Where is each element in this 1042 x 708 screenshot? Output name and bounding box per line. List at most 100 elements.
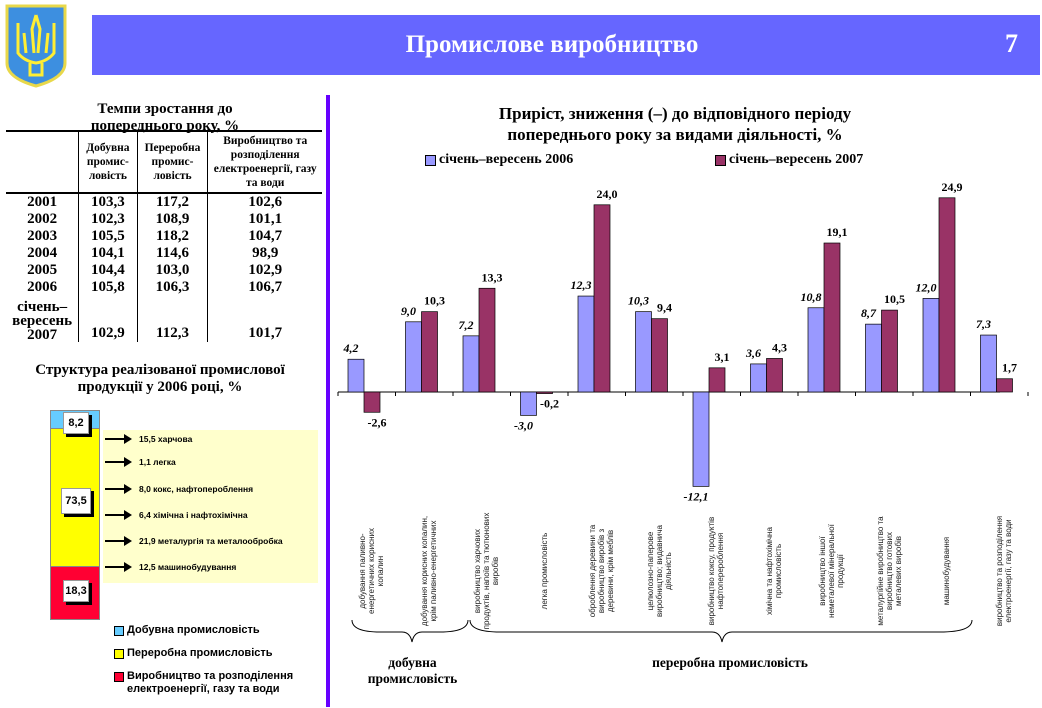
arrow-icon xyxy=(105,510,132,520)
category-label: виробництво та розподілення електроенерг… xyxy=(994,515,1013,627)
bar-2006 xyxy=(692,391,710,487)
bar-2006 xyxy=(462,335,480,393)
breakdown-item: 21,9 металургія та металообробка xyxy=(105,536,283,546)
table-row: 2006 105,8 106,3 106,7 xyxy=(6,279,322,296)
data-label: 19,1 xyxy=(827,225,848,239)
data-label: 24,9 xyxy=(942,180,963,194)
bar-2007 xyxy=(478,287,496,393)
data-label: -12,1 xyxy=(684,489,709,503)
data-label: 7,3 xyxy=(976,317,991,331)
table-cell: 2004 xyxy=(27,245,58,261)
table-cell: 106,3 xyxy=(136,279,208,296)
data-label: 8,7 xyxy=(861,306,877,320)
bar-2007 xyxy=(881,309,898,393)
category-label: виробництво іншої неметалевої мінерально… xyxy=(817,524,845,618)
table-cell: 112,3 xyxy=(136,296,208,342)
data-label: -2,6 xyxy=(368,415,387,429)
breakdown-item: 8,0 кокс, нафтопероблення xyxy=(105,484,253,494)
bar-2006 xyxy=(405,321,422,393)
page-number: 7 xyxy=(1005,29,1018,58)
column-header xyxy=(6,131,79,194)
table-cell: 104,1 xyxy=(78,245,138,262)
table-cell: 102,6 xyxy=(207,193,322,211)
category-label: машинобудування xyxy=(941,536,951,606)
legend-label: Переробна промисловість xyxy=(127,647,273,659)
category-label: хімічна та нафтохімічна промисловість xyxy=(764,527,783,615)
table-cell: 98,9 xyxy=(207,245,322,262)
legend-swatch xyxy=(114,672,124,682)
bar-2007 xyxy=(593,204,611,393)
arrow-icon xyxy=(105,484,132,494)
legend-label: січень–вересень 2007 xyxy=(729,152,864,167)
structure-title: Структура реалізованої промислової проду… xyxy=(35,362,285,395)
category-label: добування паливно-енергетичних корисних … xyxy=(357,528,385,614)
data-label: 10,3 xyxy=(628,294,649,308)
table-cell: 105,5 xyxy=(78,228,138,245)
legend-swatch xyxy=(114,649,124,659)
bar-2007 xyxy=(823,242,841,393)
data-label: 9,0 xyxy=(401,304,416,318)
table-cell: січень–вересень 2007 xyxy=(12,299,73,343)
category-label: добування корисних копалин, крім паливно… xyxy=(419,515,438,627)
data-label: 10,3 xyxy=(424,294,445,308)
table-cell: 102,9 xyxy=(78,296,138,342)
table-cell: 108,9 xyxy=(136,211,208,228)
group-label-processing: переробна промисловість xyxy=(652,655,808,670)
table-cell: 2006 xyxy=(27,279,58,295)
bar-2007 xyxy=(421,311,438,393)
table-row: 2004 104,1 114,6 98,9 xyxy=(6,245,322,262)
data-label: 3,1 xyxy=(715,350,730,364)
breakdown-label: 12,5 машинобудування xyxy=(139,562,237,572)
arrow-icon xyxy=(105,562,132,572)
bar-2006 xyxy=(865,323,882,393)
category-label: виробництво харчових продуктів, напоїв т… xyxy=(472,512,500,630)
bar-2006 xyxy=(750,363,767,393)
table-cell: 103,0 xyxy=(136,262,208,279)
bar-2006 xyxy=(520,391,537,416)
segment-value: 18,3 xyxy=(63,580,89,602)
category-label: оброблення деревини та виробництво вироб… xyxy=(587,524,615,618)
table-cell: 104,7 xyxy=(207,228,322,245)
table-cell: 2001 xyxy=(27,194,58,210)
table-row: 2002 102,3 108,9 101,1 xyxy=(6,211,322,228)
data-label: 12,0 xyxy=(916,280,937,294)
breakdown-label: 21,9 металургія та металообробка xyxy=(139,536,283,546)
data-label: 24,0 xyxy=(597,187,618,201)
bar-2007 xyxy=(536,391,553,394)
table-cell: 102,9 xyxy=(207,262,322,279)
legend-label: Виробництво та розподілення електроенерг… xyxy=(127,670,294,695)
category-label: легка промисловість xyxy=(539,532,548,610)
legend-label: Добувна промисловість xyxy=(127,624,260,636)
bar-2006 xyxy=(807,307,825,393)
table-cell: 102,3 xyxy=(78,211,138,228)
bar-2006 xyxy=(577,295,595,393)
breakdown-item: 15,5 харчова xyxy=(105,434,192,444)
category-label: целюлозно-паперове виробництво; видавнич… xyxy=(645,525,672,617)
bar-2006 xyxy=(635,311,652,393)
legend-item: Виробництво та розподілення електроенерг… xyxy=(114,670,307,696)
breakdown-label: 1,1 легка xyxy=(139,457,176,467)
data-label: 1,7 xyxy=(1002,361,1017,375)
bar-2007 xyxy=(996,378,1013,393)
ukraine-coat-of-arms-icon xyxy=(5,4,67,88)
table-cell: 103,3 xyxy=(78,193,138,211)
breakdown-label: 6,4 хімічна і нафтохімічна xyxy=(139,510,248,520)
table-cell: 105,8 xyxy=(78,279,138,296)
breakdown-item: 6,4 хімічна і нафтохімічна xyxy=(105,510,248,520)
breakdown-label: 8,0 кокс, нафтопероблення xyxy=(139,484,254,494)
table-cell: 2003 xyxy=(27,228,58,244)
table-cell: 114,6 xyxy=(136,245,208,262)
segment-value: 8,2 xyxy=(63,412,89,434)
bar-2007 xyxy=(938,197,956,393)
table-cell: 104,4 xyxy=(78,262,138,279)
category-label: виробництво коксу, продуктів нафтопереро… xyxy=(707,516,725,626)
category-label: металургійне виробництво та виробництво … xyxy=(875,516,902,626)
arrow-icon xyxy=(105,434,132,444)
growth-table: Добувна промис-ловість Переробна промис-л… xyxy=(6,130,322,343)
data-label: 3,6 xyxy=(745,346,761,360)
segment-energy xyxy=(50,566,100,620)
legend-swatch xyxy=(425,155,436,166)
column-header: Переробна промис-ловість xyxy=(136,131,208,194)
